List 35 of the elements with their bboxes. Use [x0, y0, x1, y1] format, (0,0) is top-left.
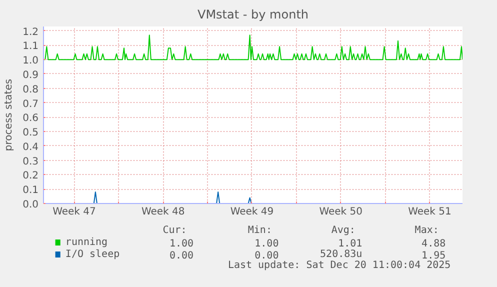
- y-tick-label: 0.6: [22, 113, 39, 124]
- text: 0.00: [169, 250, 194, 262]
- text: 1.00: [254, 238, 279, 250]
- text: 1.01: [338, 238, 362, 250]
- x-tick-label: Week 49: [230, 206, 274, 218]
- legend-label: running: [65, 237, 108, 248]
- y-tick-label: 1.0: [22, 56, 39, 67]
- legend-label: I/O sleep: [65, 249, 120, 260]
- y-tick-label: 0.7: [22, 98, 39, 110]
- y-tick-label: 1.2: [22, 26, 39, 38]
- text: 1.95: [422, 250, 446, 262]
- text: Max:: [414, 225, 439, 236]
- x-tick-label: Week 50: [319, 206, 363, 218]
- text: 0.00: [254, 250, 279, 262]
- y-tick-label: 0.5: [22, 128, 39, 139]
- y-tick-label: 0.2: [22, 170, 39, 182]
- text: Last update: Sat Dec 20 11:00:04 2025: [228, 260, 451, 271]
- text: Cur:: [162, 225, 187, 236]
- y-tick-label: 0.9: [22, 70, 39, 81]
- text: Min:: [248, 225, 272, 236]
- y-tick-label: 0.1: [22, 185, 39, 196]
- chart-title: VMstat - by month: [197, 8, 309, 22]
- x-tick-label: Week 51: [408, 206, 452, 218]
- y-tick-label: 0.4: [22, 142, 39, 153]
- y-tick-label: 1.1: [22, 41, 39, 52]
- y-tick-label: 0.0: [22, 200, 39, 210]
- text: 1.00: [169, 238, 194, 250]
- x-tick-label: Week 47: [52, 206, 96, 218]
- text: 520.83u: [320, 249, 362, 260]
- text: Avg:: [331, 225, 356, 236]
- y-axis-title: process states: [4, 78, 15, 152]
- text: 4.88: [422, 238, 446, 250]
- x-tick-label: Week 48: [141, 206, 185, 218]
- y-tick-label: 0.3: [22, 156, 39, 168]
- y-tick-label: 0.8: [22, 84, 39, 96]
